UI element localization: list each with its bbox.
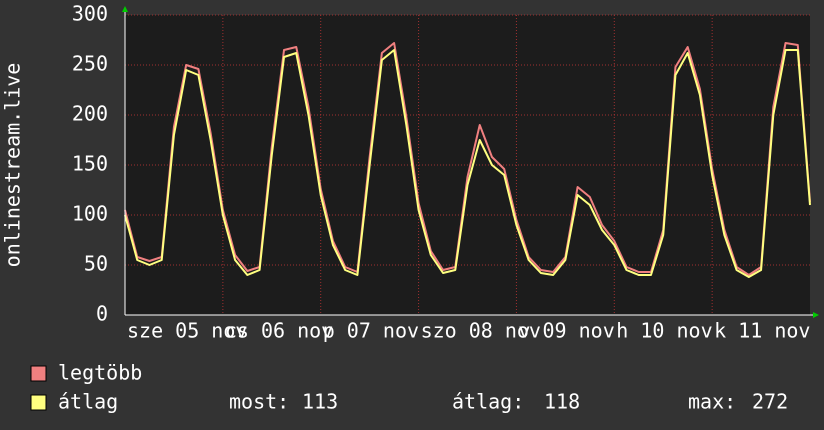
stat-value: 118 (544, 390, 580, 414)
legend-swatch (30, 365, 47, 382)
stat-value: 272 (752, 390, 788, 414)
x-tick-label: p 07 nov (323, 319, 419, 343)
legend-label: átlag (58, 390, 118, 414)
legend-label: legtöbb (58, 361, 142, 385)
y-tick-label: 0 (96, 302, 108, 326)
y-tick-label: 50 (84, 252, 108, 276)
series-line (124, 49, 811, 278)
lines (124, 42, 811, 278)
y-tick-label: 250 (72, 52, 108, 76)
x-tick-label: sze 05 nov (127, 319, 247, 343)
y-tick-label: 300 (72, 2, 108, 26)
x-arrow (813, 312, 819, 318)
y-tick-label: 100 (72, 202, 108, 226)
legend: legtöbb átlag most: 113 átlag: 118 max: 272 (30, 361, 788, 414)
stat-label: átlag: (452, 390, 524, 414)
y-tick-label: 200 (72, 102, 108, 126)
series-line (124, 42, 811, 276)
stat-label: most: (229, 390, 289, 414)
stat-value: 113 (302, 390, 338, 414)
x-tick-label: szo 08 nov (421, 319, 541, 343)
x-tick-label: v 09 nov (518, 319, 614, 343)
legend-swatch (30, 394, 47, 411)
x-tick-label: k 11 nov (714, 319, 810, 343)
x-tick-label: cs 06 nov (225, 319, 333, 343)
stat-label: max: (688, 390, 736, 414)
y-axis-label: onlinestream.live (1, 63, 25, 268)
y-arrow (122, 6, 128, 12)
y-tick-label: 150 (72, 152, 108, 176)
x-tick-label: h 10 nov (616, 319, 712, 343)
